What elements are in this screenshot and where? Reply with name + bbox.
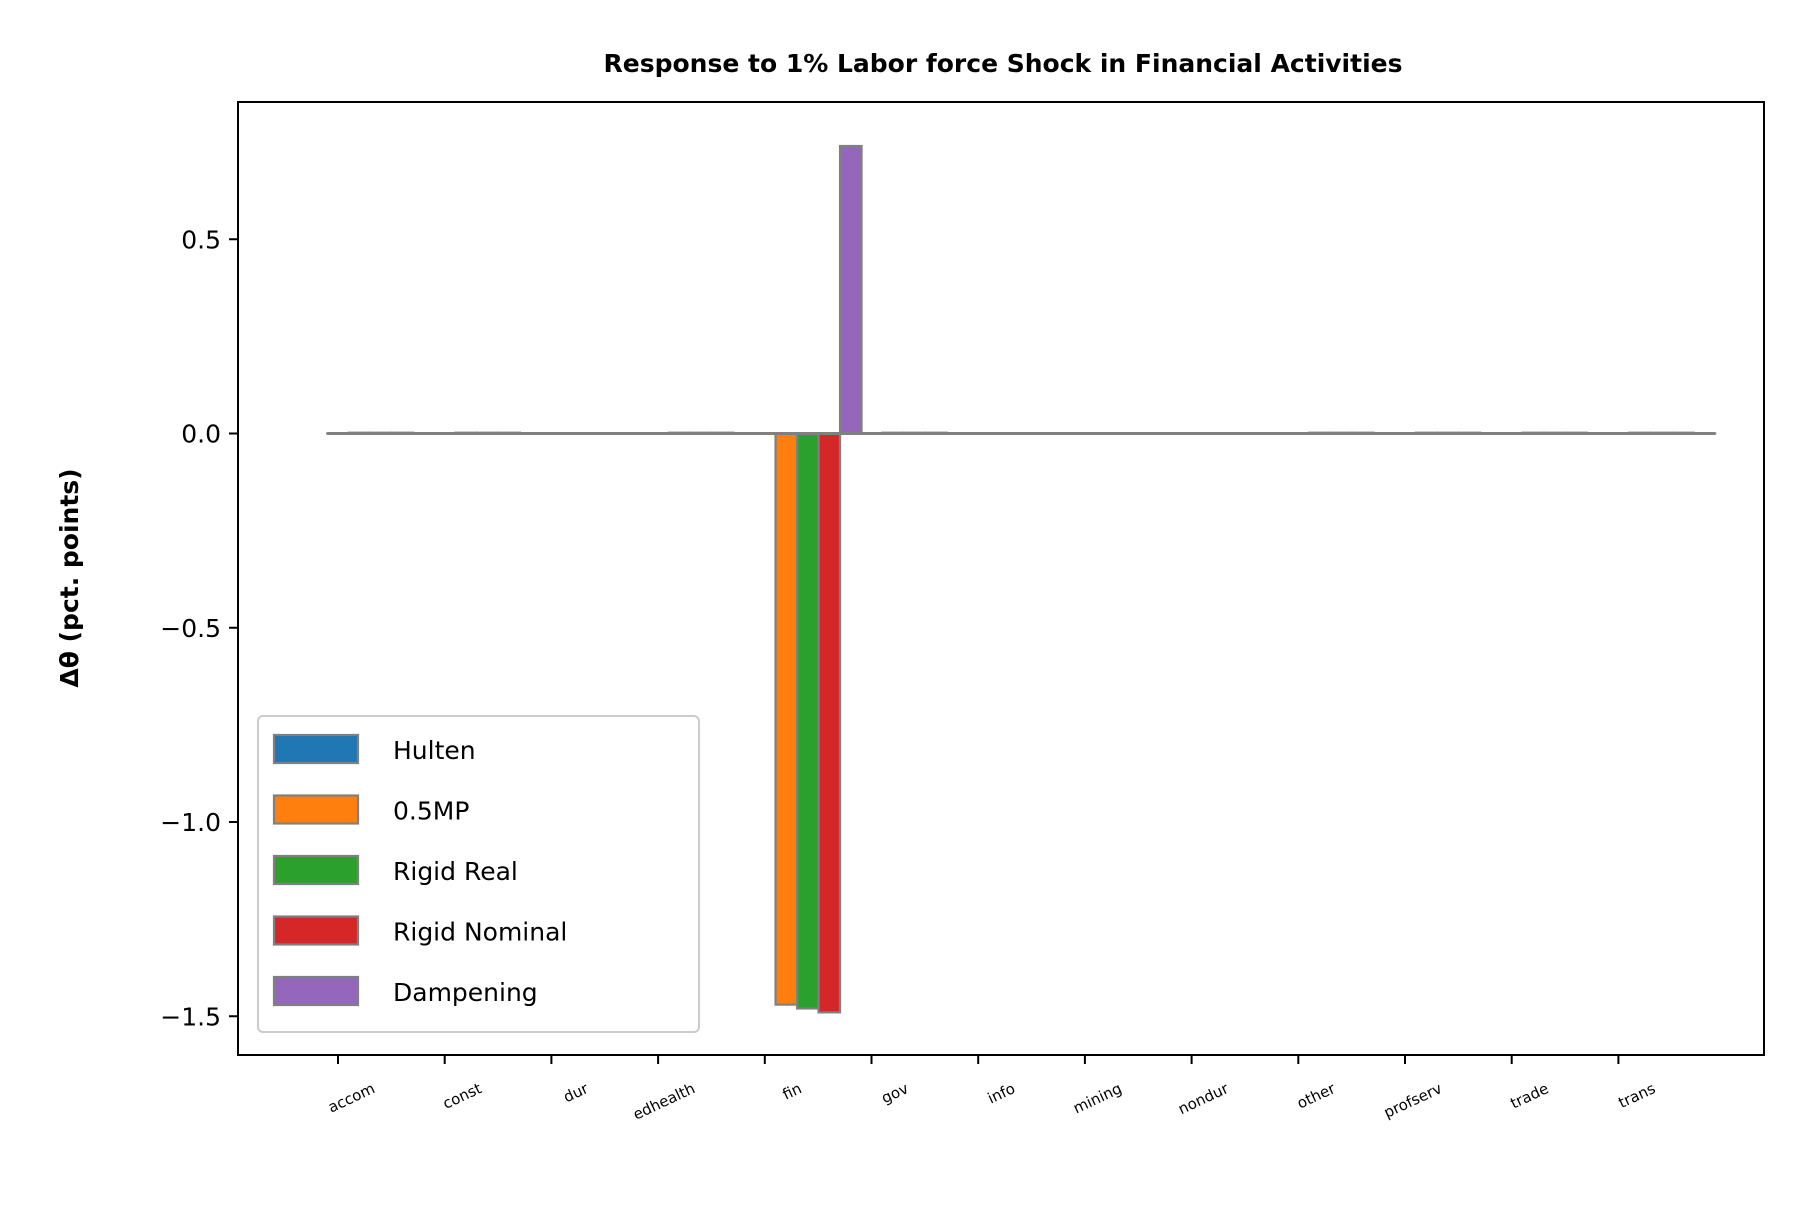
chart-title: Response to 1% Labor force Shock in Fina… [604, 49, 1403, 78]
legend-label: Hulten [393, 736, 476, 765]
y-tick-label: 0.0 [181, 420, 221, 449]
legend-swatch-hulten [274, 735, 358, 763]
y-tick-label: −1.5 [160, 1002, 221, 1031]
legend-label: Rigid Real [393, 857, 518, 886]
y-tick-label: −1.0 [160, 808, 221, 837]
legend-swatch-dampening [274, 977, 358, 1005]
legend-swatch-rigid-nominal [274, 917, 358, 945]
bar-rigid-nominal-fin [819, 434, 841, 1013]
y-tick-label: −0.5 [160, 614, 221, 643]
bar-rigid-real-fin [797, 434, 819, 1009]
legend-swatch-0-5mp [274, 796, 358, 824]
legend-label: Rigid Nominal [393, 918, 567, 947]
legend: Hulten 0.5MP Rigid Real Rigid Nominal Dampen… [258, 716, 699, 1032]
y-tick-label: 0.5 [181, 225, 221, 254]
legend-label: 0.5MP [393, 797, 469, 826]
legend-swatch-rigid-real [274, 856, 358, 884]
bar-0-5mp-fin [776, 434, 798, 1005]
legend-label: Dampening [393, 978, 538, 1007]
bar-dampening-fin [840, 146, 862, 433]
y-axis-label: Δθ (pct. points) [55, 468, 84, 687]
